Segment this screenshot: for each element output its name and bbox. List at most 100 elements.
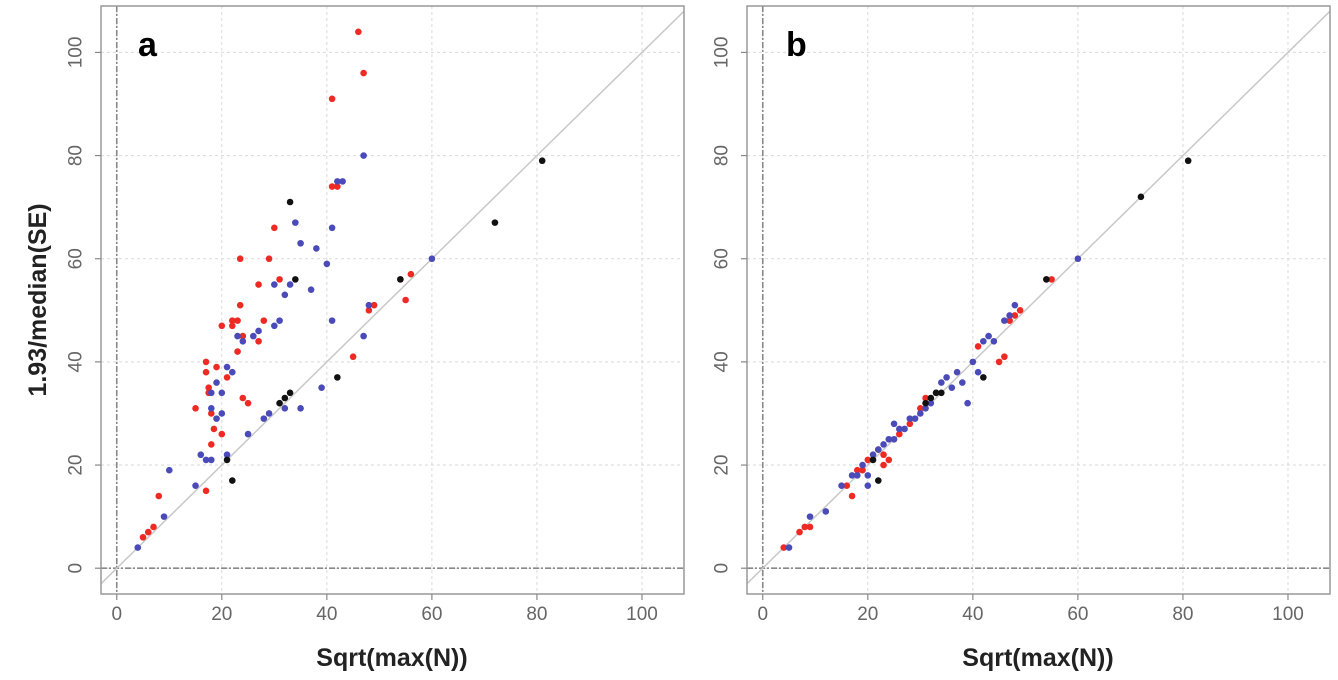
panel-a-point-red	[407, 270, 415, 278]
panel-b-plot-frame	[746, 5, 1331, 595]
panel-a-point-blue	[239, 337, 247, 345]
panel-b-x-tick-label: 80	[1172, 604, 1193, 625]
panel-b-point-blue	[938, 379, 945, 386]
panel-a-point-blue	[428, 255, 436, 263]
panel-a-point-blue	[250, 332, 257, 340]
panel-a-point-red	[370, 301, 378, 309]
panel-a-point-red	[210, 425, 218, 433]
panel-b-point-red	[974, 343, 982, 350]
panel-b-point-blue	[927, 399, 935, 407]
panel-a-plot-frame	[100, 5, 685, 595]
panel-b-letter: b	[786, 26, 807, 64]
panel-a-point-red	[265, 255, 273, 263]
panel-b-point-blue	[948, 384, 956, 391]
panel-a-point-blue	[328, 317, 336, 324]
panel-a: 0 20 40 60 80 100 0 20 40 60 80 100	[66, 5, 685, 625]
panel-b-x-tick-label: 0	[757, 604, 768, 625]
panel-b-point-red	[922, 394, 929, 402]
panel-a-point-blue	[213, 379, 220, 386]
panel-b-point-red	[880, 451, 887, 459]
panel-b-point-black	[1184, 157, 1192, 165]
panel-b-y-tick-label: 80	[712, 145, 733, 166]
panel-a-point-blue	[255, 327, 262, 335]
panel-b-point-blue	[1074, 255, 1082, 263]
panel-a-point-red	[192, 405, 199, 412]
panel-a-point-blue	[229, 368, 236, 376]
panel-b-point-blue	[964, 399, 971, 407]
panel-b-point-blue	[853, 472, 861, 479]
panel-a-point-red	[229, 322, 236, 330]
panel-a-point-red	[244, 399, 252, 407]
panel-a-x-tick-label: 80	[526, 604, 547, 625]
panel-a-point-black	[491, 219, 499, 226]
panel-a-point-red	[328, 183, 336, 190]
panel-b-point-blue	[922, 405, 929, 412]
panel-b-point-red	[1001, 353, 1008, 361]
panel-b-point-black	[1137, 193, 1145, 201]
panel-a-point-red	[239, 332, 247, 340]
panel-b-point-red	[896, 430, 903, 438]
panel-b-point-blue	[990, 337, 998, 345]
panel-a-point-blue	[223, 363, 231, 371]
panel-b-x-tick-label: 60	[1067, 604, 1088, 625]
panel-b-point-blue	[1011, 301, 1019, 309]
panel-b-point-black	[932, 389, 940, 397]
panel-a-point-blue	[360, 152, 367, 159]
panel-b-point-blue	[969, 358, 977, 366]
panel-a-point-red	[202, 358, 210, 366]
panel-b-point-blue	[906, 415, 914, 422]
panel-b-point-black	[980, 374, 987, 381]
panel-a-point-red	[218, 430, 226, 438]
panel-a-point-blue	[313, 245, 320, 252]
panel-a-letter: a	[138, 26, 158, 64]
panel-a-point-blue	[134, 544, 142, 551]
panel-a-point-red	[349, 353, 357, 361]
panel-b-point-blue	[806, 513, 814, 520]
panel-a-x-tick-label: 20	[211, 604, 232, 625]
panel-a-point-blue	[328, 224, 336, 232]
panel-a-point-blue	[271, 281, 278, 288]
panel-b-point-red	[780, 544, 788, 551]
panel-a-point-black	[276, 399, 283, 407]
panel-a-y-tick-label: 100	[66, 37, 87, 69]
panel-b-point-red	[796, 528, 803, 536]
panel-a-point-blue	[365, 301, 373, 309]
panel-a-point-blue	[192, 482, 199, 489]
panel-b-point-blue	[959, 379, 966, 386]
panel-a-point-red	[255, 337, 262, 345]
panel-b-point-red	[864, 456, 872, 464]
panel-b-y-tick-label: 60	[712, 248, 733, 269]
panel-b-point-blue	[859, 461, 866, 469]
panel-b-point-blue	[822, 508, 830, 515]
panel-a-point-blue	[207, 456, 215, 464]
panel-a-point-red	[402, 296, 409, 304]
panel-a-x-tick-label: 0	[111, 604, 122, 625]
panel-b-x-tick-label: 20	[857, 604, 878, 625]
panel-b-point-red	[1016, 307, 1024, 314]
panel-a-x-axis-title: Sqrt(max(N))	[316, 644, 467, 672]
panel-a-point-blue	[260, 415, 268, 422]
panel-b-point-red	[843, 482, 851, 489]
panel-b-point-red	[906, 420, 914, 428]
panel-a-point-red	[144, 528, 152, 536]
panel-b-point-blue	[848, 472, 856, 479]
panel-a-point-blue	[339, 178, 346, 185]
panel-a-point-blue	[281, 291, 289, 299]
panel-b-point-blue	[885, 435, 893, 443]
panel-b-point-blue	[953, 368, 961, 376]
panel-a-point-blue	[207, 389, 215, 397]
panel-a-point-blue	[281, 405, 289, 412]
panel-b-point-black	[869, 456, 877, 464]
panel-a-point-blue	[160, 513, 168, 520]
panel-b-point-black	[938, 389, 945, 397]
panel-b-point-blue	[785, 544, 793, 551]
panel-a-point-red	[139, 533, 147, 541]
panel-a-point-red	[260, 317, 268, 324]
panel-b-y-tick-label: 0	[712, 563, 733, 574]
panel-a-point-red	[234, 317, 241, 324]
panel-b-point-blue	[901, 425, 908, 433]
panel-a-point-blue	[244, 430, 252, 438]
panel-b-point-black	[1043, 276, 1050, 283]
panel-a-point-blue	[202, 456, 210, 464]
panel-a-point-red	[360, 69, 367, 77]
